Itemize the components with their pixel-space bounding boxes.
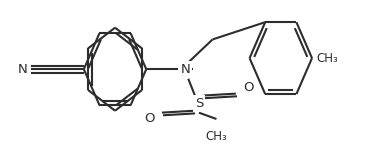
Text: S: S: [195, 97, 203, 110]
Text: CH₃: CH₃: [316, 52, 338, 65]
Text: N: N: [180, 63, 190, 76]
Text: CH₃: CH₃: [206, 130, 227, 143]
Text: N: N: [18, 63, 27, 76]
Text: O: O: [243, 81, 254, 94]
Text: O: O: [144, 112, 155, 125]
